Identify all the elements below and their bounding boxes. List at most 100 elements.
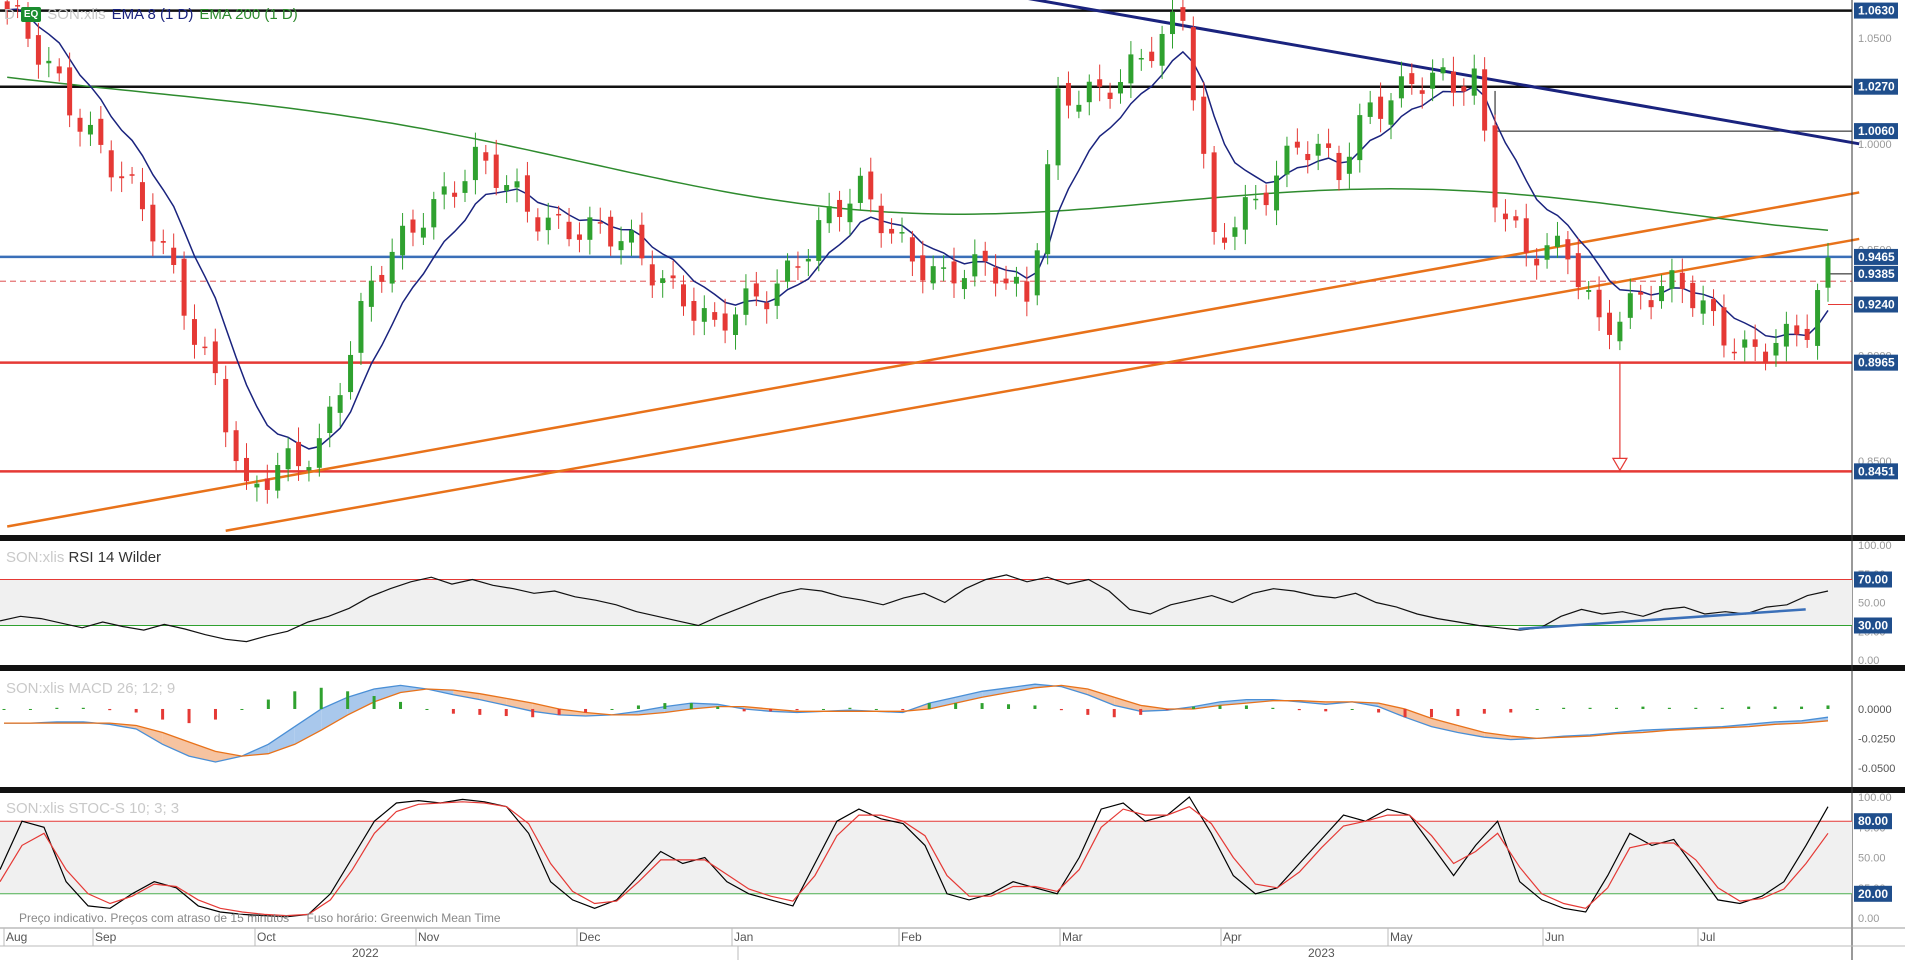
candle-body	[1201, 96, 1207, 154]
macd-line	[4, 683, 1829, 763]
candle-body	[1149, 51, 1155, 62]
price-tag-bg	[1854, 2, 1898, 19]
price-tag-label: 0.8965	[1858, 356, 1895, 370]
ema200-label[interactable]: EMA 200 (1 D)	[199, 6, 298, 23]
macd-histogram-bar	[1615, 707, 1619, 709]
rsi-symbol: SON:xlis	[6, 549, 65, 566]
candle-body	[535, 217, 541, 232]
candle-body	[1274, 175, 1280, 211]
month-label: Dec	[579, 930, 600, 944]
macd-symbol: SON:xlis	[6, 680, 65, 697]
macd-fill	[1378, 703, 1405, 718]
rsi-tag-bg	[1854, 571, 1892, 588]
macd-tick: -0.0500	[1858, 763, 1895, 775]
macd-histogram-bar	[1244, 705, 1248, 709]
candle-body	[493, 154, 499, 188]
candle-body	[223, 378, 229, 433]
year-label: 2023	[1308, 946, 1335, 960]
candle-body	[909, 237, 915, 262]
macd-histogram-bar	[1324, 708, 1328, 712]
candle-body	[524, 175, 530, 212]
macd-histogram-bar	[1086, 708, 1090, 715]
macd-fill	[321, 697, 348, 731]
rsi-tick: 0.00	[1858, 655, 1879, 667]
candle-body	[680, 284, 686, 307]
candle-body	[1731, 351, 1737, 354]
stoch-tag-bg	[1854, 885, 1892, 902]
candle-body	[160, 241, 166, 243]
macd-histogram-bar	[213, 708, 217, 720]
macd-fill	[162, 732, 189, 757]
macd-name[interactable]: MACD 26; 12; 9	[68, 680, 176, 697]
macd-histogram-bar	[795, 708, 799, 711]
rsi-tag-bg	[1854, 617, 1892, 634]
candle-body	[1783, 323, 1789, 347]
candle-body	[566, 221, 572, 240]
candle-body	[743, 288, 749, 315]
price-tag-label: 0.9465	[1858, 250, 1895, 264]
macd-histogram-bar	[134, 708, 138, 713]
macd-signal-line	[4, 684, 1829, 757]
candle-body	[1326, 143, 1332, 148]
stoch-name[interactable]: STOC-S 10; 3; 3	[68, 800, 180, 817]
legend-prefix: D	[4, 6, 15, 23]
candle-body	[1669, 270, 1675, 289]
macd-fill	[1008, 684, 1035, 693]
candle-body	[556, 213, 562, 216]
candle-body	[1263, 192, 1269, 206]
candle-body	[628, 230, 634, 243]
rsi-tag-label: 70.00	[1858, 573, 1888, 587]
month-label: Oct	[257, 930, 276, 944]
price-tag-bg	[1854, 123, 1898, 140]
candle-body	[514, 181, 520, 188]
candle-body	[847, 203, 853, 223]
macd-histogram-bar	[346, 691, 350, 709]
macd-histogram-bar	[716, 706, 720, 709]
macd-histogram-bar	[28, 708, 32, 710]
month-label: Mar	[1062, 930, 1083, 944]
stoch-title: SON:xlis STOC-S 10; 3; 3	[6, 800, 179, 817]
ema8-label[interactable]: EMA 8 (1 D)	[111, 6, 194, 23]
candle-body	[1794, 325, 1800, 335]
candle-body	[441, 186, 447, 195]
candle-body	[202, 346, 208, 349]
candle-body	[87, 124, 93, 135]
candle-body	[1544, 245, 1550, 260]
candle-body	[1419, 90, 1425, 94]
macd-fill	[1087, 689, 1115, 706]
candle-body	[753, 283, 759, 297]
rsi-name[interactable]: RSI 14 Wilder	[68, 549, 162, 566]
candle-body	[1107, 92, 1113, 99]
macd-histogram-bar	[240, 708, 244, 710]
symbol-label[interactable]: SON:xlis	[47, 6, 106, 23]
candle-body	[462, 181, 468, 193]
candle-body	[639, 224, 645, 259]
macd-histogram-bar	[1429, 708, 1433, 718]
candle-body	[1159, 33, 1165, 66]
downtrend-line	[1028, 0, 1860, 146]
candle-body	[1305, 153, 1311, 161]
candle-body	[483, 152, 489, 161]
candle-body	[545, 217, 551, 231]
candle-body	[597, 222, 603, 224]
price-tag-label: 0.9240	[1858, 298, 1895, 312]
candle-body	[1815, 290, 1821, 346]
candle-body	[795, 266, 801, 268]
candle-body	[1076, 104, 1082, 112]
macd-histogram-bar	[1112, 708, 1116, 718]
candle-body	[868, 171, 874, 200]
candle-body	[618, 241, 624, 251]
price-tag-label: 0.9385	[1858, 267, 1895, 281]
candle-body	[1097, 79, 1103, 87]
candle-body	[296, 441, 302, 467]
candle-body	[1190, 27, 1196, 101]
price-tag-label: 0.8451	[1858, 464, 1895, 478]
candle-body	[316, 438, 322, 468]
candle-body	[1450, 71, 1456, 93]
panel-separator-0	[0, 535, 1905, 541]
panel-separator-1	[0, 665, 1905, 671]
candle-body	[1773, 342, 1779, 356]
macd-fill	[506, 698, 533, 712]
macd-histogram-bar	[1165, 708, 1169, 711]
